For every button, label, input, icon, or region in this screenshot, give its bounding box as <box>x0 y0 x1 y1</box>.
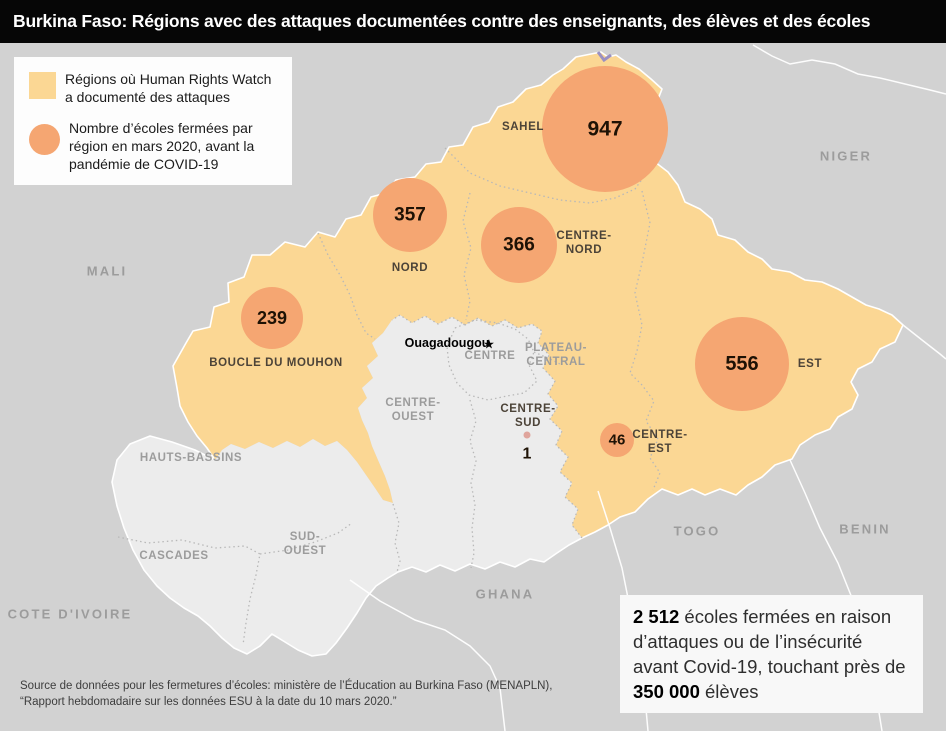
legend-item-attacked-regions: Régions où Human Rights Watch a document… <box>29 70 280 106</box>
closed-schools-value-centre-sud: 1 <box>523 446 532 463</box>
page-title: Burkina Faso: Régions avec des attaques … <box>13 11 871 31</box>
closed-schools-value-sahel: 947 <box>587 118 622 141</box>
region-fill-attacked <box>173 52 903 538</box>
country-label-niger: NIGER <box>820 149 872 164</box>
capital-star-icon: ★ <box>483 337 495 352</box>
country-label-ghana: GHANA <box>476 587 535 602</box>
border-mali-niger <box>752 44 946 95</box>
closed-schools-circle-centre-nord <box>481 207 557 283</box>
region-dashed-borders <box>117 147 661 646</box>
region-label-est: EST <box>798 358 822 370</box>
source-note: Source de données pour les fermetures d’… <box>20 678 552 710</box>
legend-swatch-attacked-region <box>29 72 56 99</box>
title-bar: Burkina Faso: Régions avec des attaques … <box>0 0 946 43</box>
region-label-centre-est-line2: EST <box>648 443 672 455</box>
country-label-cote-divoire: COTE D'IVOIRE <box>8 607 133 622</box>
region-label-hauts-bassins: HAUTS-BASSINS <box>140 452 242 464</box>
border-cotedivoire-ghana <box>349 579 506 731</box>
region-label-sahel: SAHEL <box>502 121 544 133</box>
callout-text-1: écoles fermées en raison d’attaques ou d… <box>633 606 906 677</box>
region-label-plateau-central-line1: PLATEAU- <box>525 342 587 354</box>
callout-box: 2 512 écoles fermées en raison d’attaque… <box>620 595 923 713</box>
callout-total-schools: 2 512 <box>633 606 680 627</box>
legend-box: Régions où Human Rights Watch a document… <box>14 57 292 185</box>
border-niger-benin <box>902 324 946 360</box>
closed-schools-value-est: 556 <box>725 353 758 375</box>
region-label-centre-sud-line2: SUD <box>515 417 541 429</box>
burkina-faso-map: 947 357 366 239 556 46 1 MALI NIGER COTE D'IVOIR… <box>8 44 946 731</box>
closed-schools-circle-nord <box>373 178 447 252</box>
country-label-benin: BENIN <box>839 522 890 537</box>
region-label-centre-ouest-line2: OUEST <box>392 411 435 423</box>
legend-item-closed-schools-text: Nombre d’écoles fermées par région en ma… <box>69 120 255 172</box>
closed-schools-circle-centre-sud <box>523 431 531 439</box>
closed-schools-value-nord: 357 <box>394 205 426 226</box>
callout-students-count: 350 000 <box>633 681 700 702</box>
closed-schools-circle-boucle-du-mouhon <box>241 287 303 349</box>
closed-schools-value-centre-est: 46 <box>609 432 626 449</box>
closed-schools-circle-centre-est <box>600 423 634 457</box>
region-label-plateau-central-line2: CENTRAL <box>526 356 585 368</box>
closure-circles-layer: 947 357 366 239 556 46 1 <box>241 66 789 463</box>
region-fill-neutral <box>112 315 582 656</box>
source-line-1: Source de données pour les fermetures d’… <box>20 680 553 692</box>
legend-item-closed-schools: Nombre d’écoles fermées par région en ma… <box>29 119 280 173</box>
region-label-centre: CENTRE <box>465 350 516 362</box>
region-label-centre-sud-line1: CENTRE- <box>500 403 555 415</box>
region-label-nord: NORD <box>392 262 428 274</box>
region-label-centre-est-line1: CENTRE- <box>632 429 687 441</box>
region-label-sud-ouest-line2: OUEST <box>284 545 327 557</box>
region-label-centre-nord-line2: NORD <box>566 244 602 256</box>
closed-schools-value-boucle-du-mouhon: 239 <box>257 308 287 328</box>
region-label-boucle-du-mouhon: BOUCLE DU MOUHON <box>209 357 343 369</box>
region-label-centre-nord-line1: CENTRE- <box>556 230 611 242</box>
region-label-cascades: CASCADES <box>139 550 208 562</box>
region-label-sud-ouest-line1: SUD- <box>290 531 321 543</box>
legend-item-attacked-text: Régions où Human Rights Watch a document… <box>65 71 272 105</box>
callout-text-2: élèves <box>699 681 759 702</box>
legend-swatch-closed-schools-circle <box>29 124 60 155</box>
capital-label-ouagadougou: Ouagadougou <box>405 336 490 350</box>
source-line-2: “Rapport hebdomadaire sur les données ES… <box>20 696 397 708</box>
country-outline <box>111 51 904 657</box>
country-label-togo: TOGO <box>674 524 721 539</box>
closed-schools-circle-est <box>695 317 789 411</box>
map-labels-layer: MALI NIGER COTE D'IVOIRE GHANA TOGO BENIN SAHE… <box>8 121 890 622</box>
closed-schools-circle-sahel <box>542 66 668 192</box>
country-label-mali: MALI <box>87 264 128 279</box>
region-label-centre-ouest-line1: CENTRE- <box>385 397 440 409</box>
closed-schools-value-centre-nord: 366 <box>503 235 535 256</box>
